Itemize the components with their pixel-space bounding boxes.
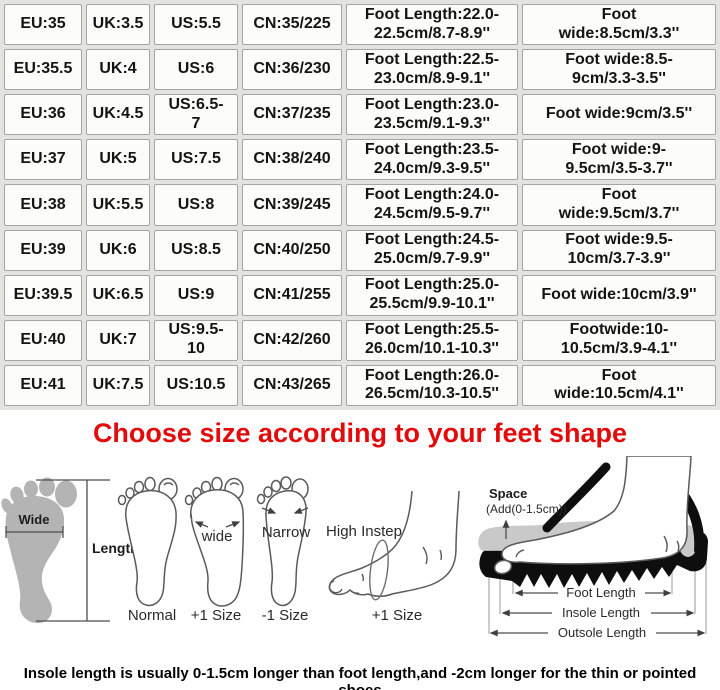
normal-foot-figure: Normal <box>117 476 178 624</box>
uk-size-cell: UK:4.5 <box>86 94 150 136</box>
uk-size-cell: UK:5 <box>86 139 150 181</box>
us-size-cell: US:5.5 <box>154 4 238 46</box>
foot-length-cell: Foot Length:22.5- 23.0cm/8.9-9.1'' <box>346 49 518 91</box>
eu-size-cell: EU:37 <box>4 139 82 181</box>
foot-length-cell: Foot Length:23.5- 24.0cm/9.3-9.5'' <box>346 139 518 181</box>
length-dimension-label: Length <box>92 540 139 556</box>
uk-size-cell: UK:6 <box>86 229 150 271</box>
us-size-cell: US:8 <box>154 184 238 226</box>
eu-size-cell: EU:40 <box>4 319 82 361</box>
eu-size-cell: EU:39.5 <box>4 274 82 316</box>
page-title: Choose size according to your feet shape <box>92 418 628 448</box>
foot-length-cell: Foot Length:25.0- 25.5cm/9.9-10.1'' <box>346 274 518 316</box>
foot-length-cell: Foot Length:24.0- 24.5cm/9.5-9.7'' <box>346 184 518 226</box>
us-size-cell: US:8.5 <box>154 229 238 271</box>
foot-wide-cell: Foot wide:10cm/3.9'' <box>522 274 716 316</box>
foot-wide-cell: Foot wide:8.5cm/3.3'' <box>522 4 716 46</box>
feet-shape-diagram: Wide Length Normal <box>1 456 708 640</box>
foot-wide-cell: Foot wide:10.5cm/4.1'' <box>522 364 716 406</box>
narrow-foot-label: Narrow <box>262 524 311 541</box>
uk-size-cell: UK:3.5 <box>86 4 150 46</box>
uk-size-cell: UK:4 <box>86 49 150 91</box>
us-size-cell: US:7.5 <box>154 139 238 181</box>
foot-length-dimension-label: Foot Length <box>566 585 635 600</box>
foot-length-cell: Foot Length:22.0- 22.5cm/8.7-8.9'' <box>346 4 518 46</box>
eu-size-cell: EU:35.5 <box>4 49 82 91</box>
uk-size-cell: UK:5.5 <box>86 184 150 226</box>
high-instep-size-label: +1 Size <box>372 607 422 624</box>
cn-size-cell: CN:35/225 <box>242 4 342 46</box>
cn-size-cell: CN:37/235 <box>242 94 342 136</box>
uk-size-cell: UK:7.5 <box>86 364 150 406</box>
foot-length-cell: Foot Length:23.0- 23.5cm/9.1-9.3'' <box>346 94 518 136</box>
foot-wide-cell: Foot wide:9.5cm/3.7'' <box>522 184 716 226</box>
high-instep-figure: High Instep +1 Size <box>326 490 460 624</box>
outsole-length-dimension-label: Outsole Length <box>558 625 646 640</box>
uk-size-cell: UK:6.5 <box>86 274 150 316</box>
eu-size-cell: EU:35 <box>4 4 82 46</box>
footprint-measure-figure: Wide Length <box>1 477 139 624</box>
insole-note: Insole length is usually 0-1.5cm longer … <box>23 665 697 690</box>
foot-wide-cell: Foot wide:9- 9.5cm/3.5-3.7'' <box>522 139 716 181</box>
normal-foot-label: Normal <box>128 607 176 624</box>
space-add-label: (Add(0-1.5cm)) <box>486 502 567 516</box>
cn-size-cell: CN:36/230 <box>242 49 342 91</box>
wide-dimension-label: Wide <box>19 512 50 527</box>
narrow-foot-figure: Narrow -1 Size <box>256 476 311 624</box>
us-size-cell: US:10.5 <box>154 364 238 406</box>
space-label: Space <box>489 486 527 501</box>
foot-wide-cell: Footwide:10- 10.5cm/3.9-4.1'' <box>522 319 716 361</box>
foot-length-cell: Foot Length:24.5- 25.0cm/9.7-9.9'' <box>346 229 518 271</box>
cn-size-cell: CN:40/250 <box>242 229 342 271</box>
wide-foot-label: wide <box>201 528 233 545</box>
wide-foot-figure: wide +1 Size <box>184 476 245 624</box>
cn-size-cell: CN:38/240 <box>242 139 342 181</box>
shoe-length-figure: Space (Add(0-1.5cm)) Foot Length Insole … <box>478 456 708 640</box>
minus-one-size-label: -1 Size <box>262 607 309 624</box>
plus-one-size-label: +1 Size <box>191 607 241 624</box>
cn-size-cell: CN:39/245 <box>242 184 342 226</box>
uk-size-cell: UK:7 <box>86 319 150 361</box>
foot-wide-cell: Foot wide:8.5- 9cm/3.3-3.5'' <box>522 49 716 91</box>
insole-length-dimension-label: Insole Length <box>562 605 640 620</box>
foot-wide-cell: Foot wide:9cm/3.5'' <box>522 94 716 136</box>
high-instep-title: High Instep <box>326 523 402 540</box>
eu-size-cell: EU:36 <box>4 94 82 136</box>
us-size-cell: US:6 <box>154 49 238 91</box>
cn-size-cell: CN:41/255 <box>242 274 342 316</box>
us-size-cell: US:6.5- 7 <box>154 94 238 136</box>
foot-length-cell: Foot Length:25.5- 26.0cm/10.1-10.3'' <box>346 319 518 361</box>
eu-size-cell: EU:39 <box>4 229 82 271</box>
us-size-cell: US:9.5- 10 <box>154 319 238 361</box>
eu-size-cell: EU:41 <box>4 364 82 406</box>
foot-length-cell: Foot Length:26.0- 26.5cm/10.3-10.5'' <box>346 364 518 406</box>
size-chart-table: EU:35 UK:3.5 US:5.5 CN:35/225 Foot Lengt… <box>0 0 720 410</box>
cn-size-cell: CN:42/260 <box>242 319 342 361</box>
us-size-cell: US:9 <box>154 274 238 316</box>
foot-wide-cell: Foot wide:9.5- 10cm/3.7-3.9'' <box>522 229 716 271</box>
eu-size-cell: EU:38 <box>4 184 82 226</box>
cn-size-cell: CN:43/265 <box>242 364 342 406</box>
